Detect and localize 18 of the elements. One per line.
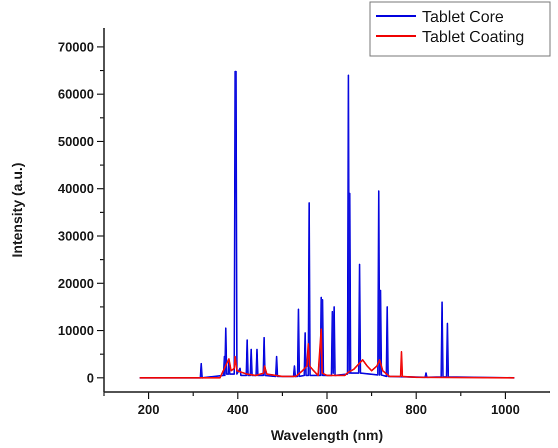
y-tick-label: 0 <box>86 370 94 386</box>
x-tick-label: 1000 <box>490 402 520 417</box>
y-axis-title: Intensity (a.u.) <box>9 162 25 258</box>
x-tick-label: 200 <box>138 402 160 417</box>
y-tick-label: 70000 <box>58 39 94 54</box>
y-tick-label: 40000 <box>58 181 94 196</box>
x-tick-label: 600 <box>316 402 338 417</box>
y-tick-label: 60000 <box>58 86 94 102</box>
legend-label: Tablet Coating <box>422 29 524 46</box>
x-axis-title: Wavelength (nm) <box>270 427 384 443</box>
y-tick-label: 30000 <box>58 228 94 244</box>
legend-label: Tablet Core <box>422 9 504 26</box>
x-tick-label: 800 <box>405 402 428 417</box>
line-series <box>138 328 516 379</box>
y-tick-label: 20000 <box>58 276 94 291</box>
y-tick-label: 10000 <box>58 323 94 338</box>
y-tick-label: 50000 <box>58 134 94 149</box>
x-tick-label: 400 <box>226 402 249 417</box>
